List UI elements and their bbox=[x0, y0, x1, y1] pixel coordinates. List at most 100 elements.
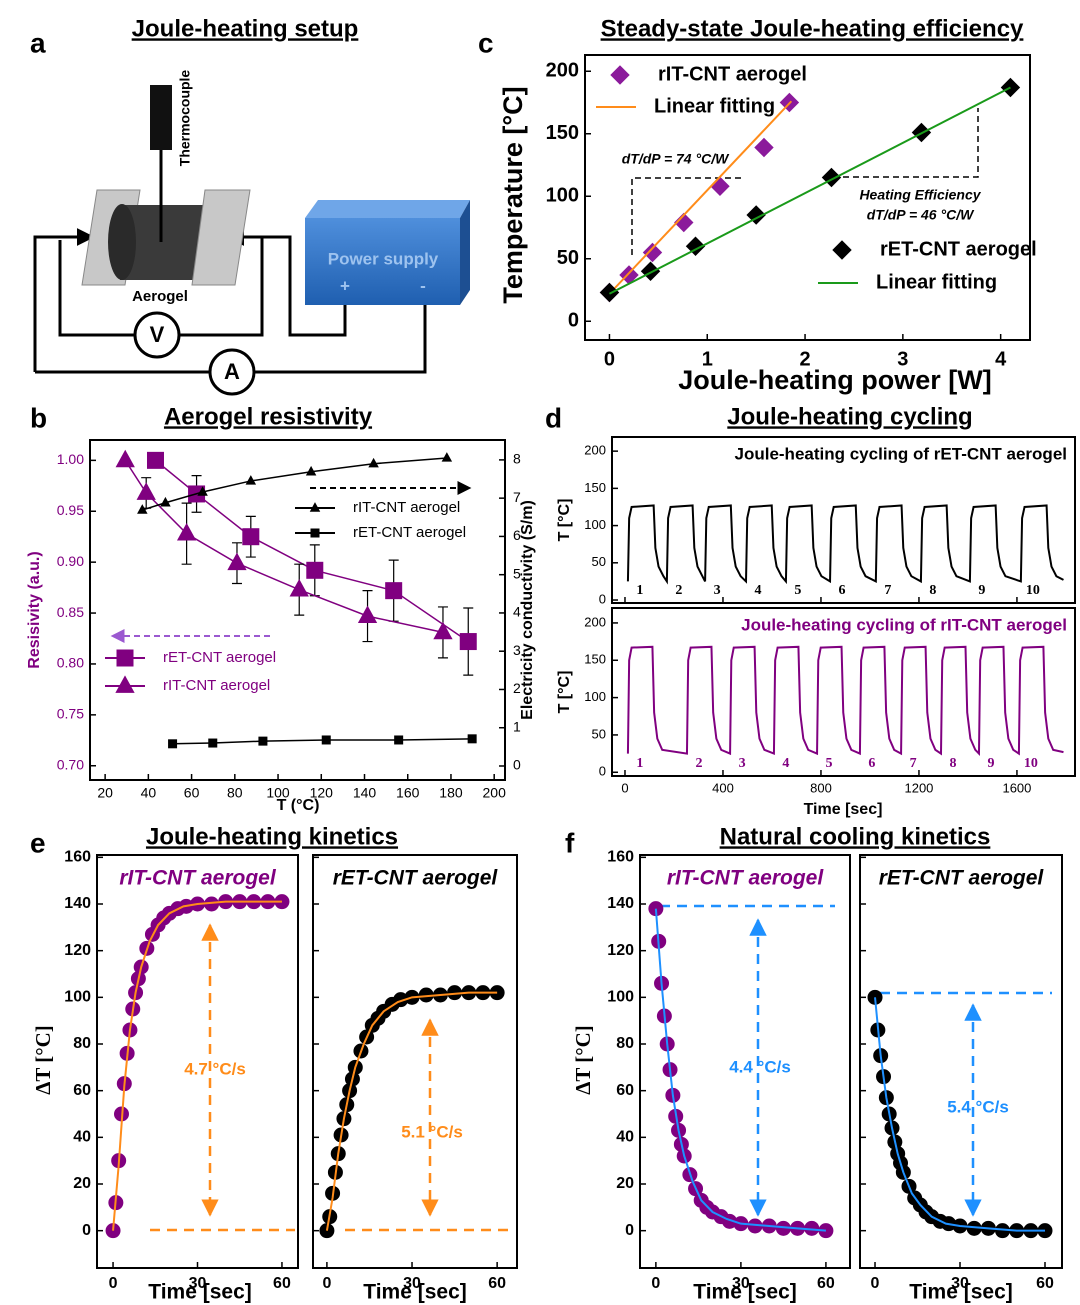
y-axis-label: T [°C] bbox=[556, 671, 573, 714]
plot-frame bbox=[611, 607, 1076, 777]
cycle-label: 7 bbox=[884, 583, 891, 598]
data-point bbox=[394, 735, 404, 745]
y-axis-label: Temperature [°C] bbox=[498, 86, 528, 303]
x-axis-label: Time [sec] bbox=[909, 1281, 1013, 1304]
x-axis-label: Time [sec] bbox=[148, 1281, 252, 1304]
x-tick-label: 40 bbox=[141, 785, 157, 801]
x-tick-label: 400 bbox=[712, 780, 734, 795]
y-tick-label: 0.90 bbox=[57, 553, 84, 569]
x-tick-label: 1 bbox=[702, 348, 713, 370]
data-point bbox=[208, 738, 218, 748]
annotation: Heating Efficiency bbox=[859, 187, 981, 203]
plot-frame bbox=[89, 439, 506, 781]
y-tick-label: 120 bbox=[64, 942, 91, 959]
y-tick-label: 80 bbox=[616, 1035, 634, 1052]
y-tick-label: 80 bbox=[73, 1035, 91, 1052]
panel-label: e bbox=[30, 827, 46, 858]
cycle-label: 4 bbox=[782, 756, 789, 771]
panel-title: Aerogel resistivity bbox=[164, 403, 373, 430]
plot: 20 40 60 80 100 120 140 160 180 2000.700.750.800.… bbox=[26, 439, 536, 814]
data-point bbox=[245, 475, 257, 485]
plot-frame bbox=[312, 854, 518, 1269]
cycle-label: 5 bbox=[826, 756, 833, 771]
cycle-label: 8 bbox=[949, 756, 956, 771]
electrode bbox=[191, 189, 251, 286]
subplot-title: Joule-heating cycling of rIT-CNT aerogel bbox=[741, 615, 1067, 634]
x-tick-label: 3 bbox=[897, 348, 908, 370]
y2-tick-label: 6 bbox=[513, 527, 521, 543]
cycle-label: 2 bbox=[675, 583, 682, 598]
series-line bbox=[325, 991, 498, 1231]
cycle-label: 9 bbox=[987, 756, 994, 771]
x-tick-label: 120 bbox=[310, 785, 334, 801]
data-point bbox=[433, 621, 453, 640]
subplot-title: rIT-CNT aerogel bbox=[667, 867, 825, 890]
x-axis-label: Time [sec] bbox=[804, 801, 883, 818]
cycle-label: 2 bbox=[695, 756, 702, 771]
data-point bbox=[642, 242, 663, 263]
y-tick-label: 60 bbox=[73, 1082, 91, 1099]
y-tick-label: 140 bbox=[64, 895, 91, 912]
y2-tick-label: 0 bbox=[513, 757, 521, 773]
legend-marker bbox=[832, 240, 852, 260]
panel-label: a bbox=[30, 27, 46, 58]
voltmeter bbox=[133, 311, 181, 359]
y-tick-label: 0 bbox=[599, 591, 606, 606]
plot: 0 400 800 1200 1600 0 50 100 150 200 Time [sec] T [… bbox=[556, 607, 1076, 818]
y-tick-label: 150 bbox=[546, 122, 579, 144]
y-axis-label: ΔT [°C] bbox=[31, 1025, 55, 1095]
power-top bbox=[305, 200, 470, 218]
legend-label: rET-CNT aerogel bbox=[353, 524, 466, 541]
cycle-label: 8 bbox=[929, 583, 936, 598]
ammeter bbox=[208, 348, 256, 396]
y-tick-label: 20 bbox=[73, 1175, 91, 1192]
annotation: dT/dP = 46 °C/W bbox=[867, 207, 975, 223]
y-tick-label: 200 bbox=[546, 60, 579, 82]
cycle-label: 4 bbox=[755, 583, 762, 598]
y-tick-label: 0.85 bbox=[57, 604, 84, 620]
y-tick-label: 0 bbox=[599, 764, 606, 779]
data-point bbox=[242, 528, 260, 546]
plot: 0 1 2 3 4 0 50 100 150 200 Joule-heating power [W]… bbox=[498, 54, 1037, 395]
panel-label: c bbox=[478, 27, 494, 58]
x-tick-label: 60 bbox=[273, 1275, 291, 1292]
x-tick-label: 30 bbox=[951, 1275, 969, 1292]
x-tick-label: 60 bbox=[488, 1275, 506, 1292]
legend-marker bbox=[115, 675, 135, 693]
legend-label: Linear fitting bbox=[654, 95, 775, 117]
legend-label: rET-CNT aerogel bbox=[880, 238, 1037, 260]
data-point bbox=[368, 457, 379, 468]
series-line bbox=[626, 645, 1064, 757]
power-supply bbox=[305, 218, 460, 305]
power-label: Power supply bbox=[328, 249, 439, 268]
y-tick-label: 20 bbox=[616, 1175, 634, 1192]
data-point bbox=[459, 633, 477, 651]
cycle-label: 10 bbox=[1026, 583, 1040, 598]
rate-annotation: 5.4 °C/s bbox=[947, 1097, 1009, 1116]
y-tick-label: 40 bbox=[616, 1129, 634, 1146]
x-axis-label: Time [sec] bbox=[693, 1281, 797, 1304]
cycle-label: 3 bbox=[739, 756, 746, 771]
y-axis-label: T [°C] bbox=[556, 499, 573, 542]
subplot-title: rIT-CNT aerogel bbox=[119, 867, 277, 890]
y-tick-label: 60 bbox=[616, 1082, 634, 1099]
y2-tick-label: 4 bbox=[513, 604, 521, 620]
x-tick-label: 30 bbox=[403, 1275, 421, 1292]
cycle-label: 1 bbox=[636, 756, 643, 771]
legend-label: rIT-CNT aerogel bbox=[353, 499, 460, 516]
x-tick-label: 0 bbox=[322, 1275, 331, 1292]
y-axis-label: ΔT [°C] bbox=[571, 1025, 595, 1095]
plot-frame bbox=[611, 436, 1076, 604]
legend-label: rIT-CNT aerogel bbox=[658, 63, 807, 85]
cycle-label: 6 bbox=[839, 583, 846, 598]
plot-frame bbox=[584, 54, 1031, 341]
panel-label: f bbox=[565, 827, 575, 858]
y2-tick-label: 8 bbox=[513, 451, 521, 467]
legend-marker bbox=[309, 502, 321, 512]
cycle-label: 3 bbox=[714, 583, 721, 598]
data-point bbox=[321, 735, 331, 745]
x-tick-label: 100 bbox=[266, 785, 290, 801]
y-tick-label: 100 bbox=[64, 989, 91, 1006]
subplot-title: Joule-heating cycling of rET-CNT aerogel bbox=[735, 444, 1068, 463]
x-tick-label: 30 bbox=[189, 1275, 207, 1292]
